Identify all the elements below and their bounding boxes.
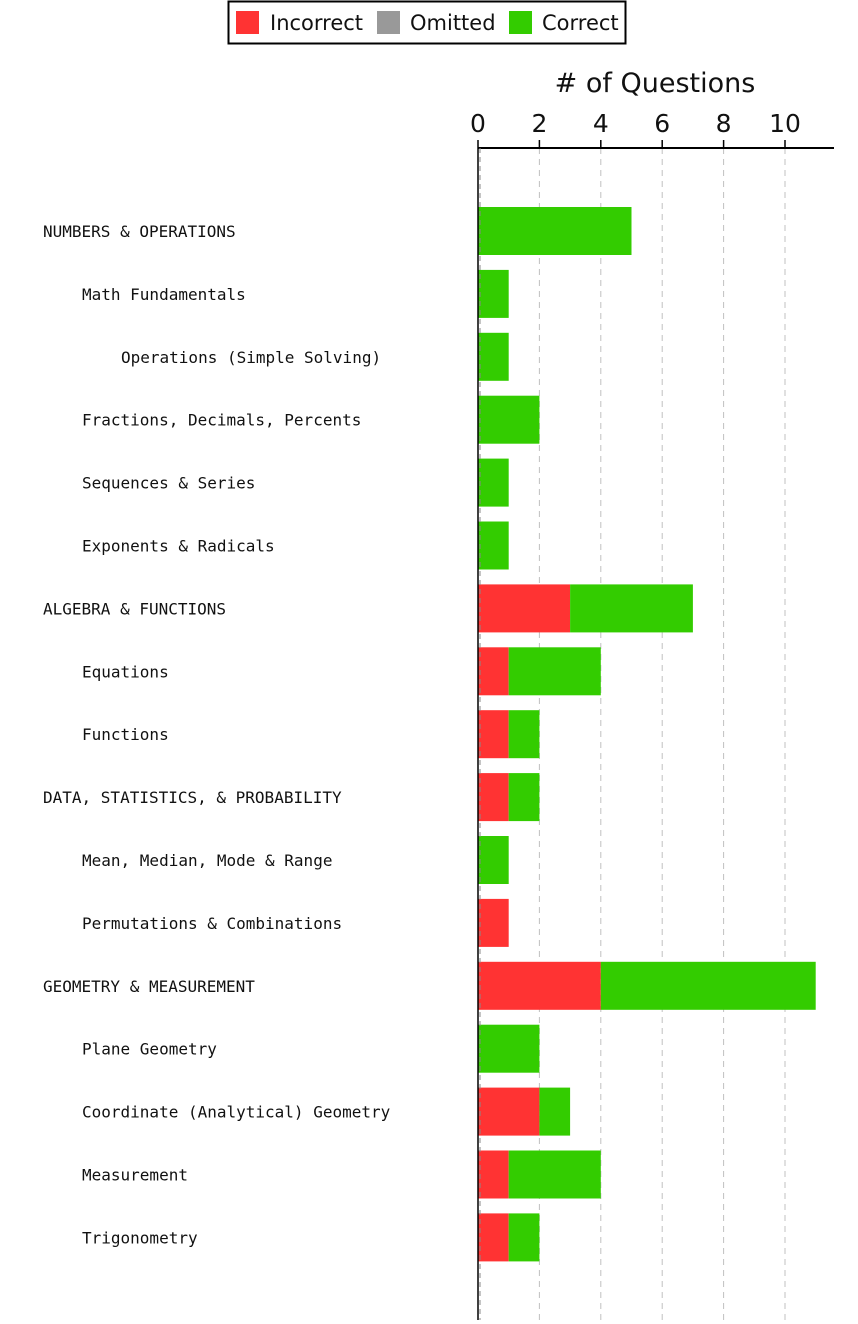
bar-correct-sequences-series (478, 458, 509, 507)
legend-box (227, 0, 627, 45)
bar-correct-functions (508, 710, 540, 759)
bar-correct-plane-geometry (478, 1024, 540, 1073)
tick-label-10: 10 (769, 109, 801, 138)
legend-swatch-incorrect (236, 11, 259, 34)
category-label-algebra-functions: ALGEBRA & FUNCTIONS (43, 599, 226, 618)
bar-correct-data-statistics-probability (508, 773, 540, 822)
legend-label-correct: Correct (542, 11, 619, 35)
category-label-data-statistics-probability: DATA, STATISTICS, & PROBABILITY (43, 788, 342, 807)
category-label-permutations-combinations: Permutations & Combinations (82, 914, 342, 933)
category-label-mean-median-mode-range: Mean, Median, Mode & Range (82, 851, 332, 870)
category-label-exponents-radicals: Exponents & Radicals (82, 537, 275, 556)
category-label-equations: Equations (82, 662, 169, 681)
category-label-sequences-series: Sequences & Series (82, 474, 255, 493)
bar-correct-measurement (508, 1150, 601, 1199)
legend-swatch-correct (509, 11, 532, 34)
bar-incorrect-permutations-combinations (478, 898, 509, 947)
bar-incorrect-data-statistics-probability (478, 773, 509, 822)
bar-incorrect-geometry-measurement (478, 961, 601, 1010)
bar-correct-operations-simple-solving (478, 332, 509, 381)
bar-incorrect-equations (478, 647, 509, 696)
tick-label-4: 4 (593, 109, 609, 138)
bar-correct-numbers-operations (478, 207, 632, 255)
category-label-operations-simple-solving: Operations (Simple Solving) (121, 348, 381, 367)
bar-correct-trigonometry (508, 1213, 540, 1262)
category-label-plane-geometry: Plane Geometry (82, 1040, 217, 1059)
x-axis-ticks: 0 2 4 6 8 10 (470, 109, 801, 148)
legend-swatch-omitted (377, 11, 400, 34)
bars (478, 207, 816, 1262)
tick-label-2: 2 (531, 109, 547, 138)
bar-incorrect-coordinate-analytical-geometry (478, 1087, 540, 1136)
grid-lines (538, 148, 786, 1320)
bar-incorrect-measurement (478, 1150, 509, 1199)
bar-correct-algebra-functions (570, 584, 693, 633)
bar-incorrect-algebra-functions (478, 584, 571, 633)
category-labels: NUMBERS & OPERATIONS Math Fundamentals Ope… (43, 222, 391, 1247)
bar-incorrect-trigonometry (478, 1213, 509, 1262)
bar-correct-equations (508, 647, 601, 696)
legend: Incorrect Omitted Correct (227, 0, 627, 45)
tick-label-0: 0 (470, 109, 486, 138)
bar-incorrect-functions (478, 710, 509, 759)
bar-correct-mean-median-mode-range (478, 836, 509, 884)
bar-correct-geometry-measurement (600, 961, 816, 1010)
tick-label-6: 6 (654, 109, 670, 138)
bar-correct-math-fundamentals (478, 269, 509, 318)
bar-correct-coordinate-analytical-geometry (539, 1087, 571, 1136)
legend-label-omitted: Omitted (410, 11, 496, 35)
x-axis-title: # of Questions (555, 68, 756, 99)
category-label-trigonometry: Trigonometry (82, 1228, 198, 1247)
category-label-functions: Functions (82, 725, 169, 744)
category-label-math-fundamentals: Math Fundamentals (82, 285, 246, 304)
axes (477, 147, 834, 1320)
category-label-geometry-measurement: GEOMETRY & MEASUREMENT (43, 977, 255, 996)
tick-label-8: 8 (716, 109, 732, 138)
category-label-numbers-operations: NUMBERS & OPERATIONS (43, 222, 236, 241)
category-label-fractions-decimals-percents: Fractions, Decimals, Percents (82, 411, 361, 430)
category-label-coordinate-analytical-geometry: Coordinate (Analytical) Geometry (82, 1103, 391, 1122)
legend-label-incorrect: Incorrect (270, 11, 363, 35)
category-label-measurement: Measurement (82, 1166, 188, 1185)
bar-correct-exponents-radicals (478, 521, 509, 570)
bar-correct-fractions-decimals-percents (478, 395, 540, 444)
